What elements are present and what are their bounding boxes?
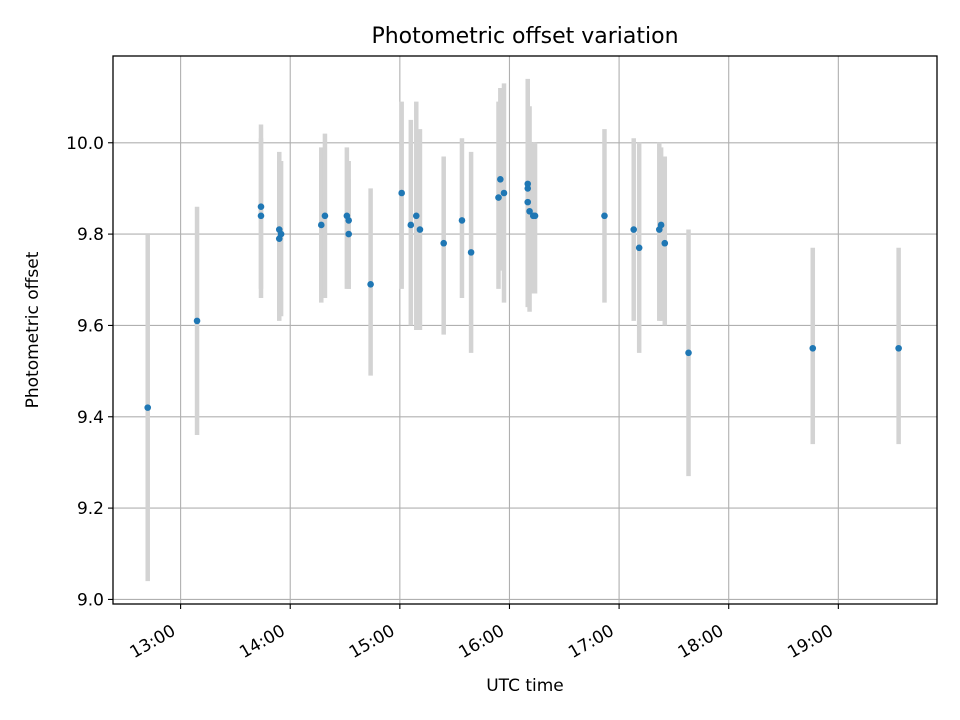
grid-layer (113, 56, 937, 604)
x-axis-ticks: 13:00 14:00 15:00 16:00 17:00 18:00 19:00 (127, 604, 839, 663)
data-point (630, 226, 638, 233)
data-point (531, 212, 539, 220)
data-point (895, 344, 902, 352)
y-tick-label: 9.4 (77, 408, 104, 428)
y-tick-label: 9.8 (77, 225, 104, 245)
point-layer (144, 176, 902, 411)
data-point (412, 212, 420, 220)
x-tick-label: 13:00 (127, 621, 179, 663)
data-point (497, 176, 504, 183)
data-point (458, 217, 466, 224)
data-point (524, 180, 532, 188)
x-axis-label: UTC time (486, 676, 564, 696)
data-point (601, 212, 608, 220)
x-tick-label: 16:00 (456, 621, 508, 663)
y-axis-ticks: 9.0 9.2 9.4 9.6 9.8 10.0 (66, 134, 113, 610)
x-tick-label: 15:00 (346, 621, 398, 663)
data-point (345, 230, 352, 238)
data-point (398, 189, 405, 197)
data-point (345, 217, 352, 224)
data-point (661, 239, 669, 247)
chart-title: Photometric offset variation (371, 24, 678, 49)
data-point (321, 212, 329, 220)
data-point (500, 189, 508, 197)
data-point (440, 239, 447, 247)
x-tick-label: 17:00 (565, 621, 617, 663)
data-point (524, 185, 532, 192)
data-point (277, 230, 285, 238)
data-point (193, 317, 201, 325)
y-tick-label: 9.6 (77, 316, 104, 336)
errorbar-layer (145, 78, 901, 582)
data-point (809, 344, 817, 352)
data-point (416, 226, 424, 233)
data-point (144, 404, 152, 411)
x-tick-label: 19:00 (784, 621, 836, 663)
data-point (407, 221, 415, 229)
y-tick-label: 9.0 (77, 590, 104, 610)
data-point (635, 244, 643, 252)
data-point (495, 194, 502, 201)
data-point (524, 198, 532, 206)
data-point (257, 203, 265, 210)
data-point (257, 212, 265, 220)
y-tick-label: 9.2 (77, 499, 104, 519)
plot-frame (112, 55, 938, 605)
data-point (657, 221, 665, 229)
x-tick-label: 18:00 (675, 621, 727, 663)
data-point (367, 281, 374, 288)
x-tick-label: 14:00 (236, 621, 288, 663)
data-point (685, 349, 692, 357)
data-point (526, 207, 533, 215)
data-point (467, 249, 475, 256)
data-point (317, 221, 325, 229)
y-axis-label: Photometric offset (23, 251, 43, 408)
y-tick-label: 10.0 (66, 134, 104, 154)
